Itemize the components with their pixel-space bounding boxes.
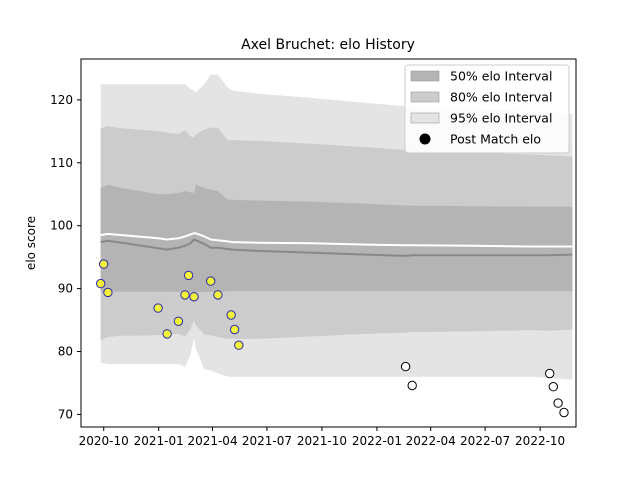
- post-match-elo-point: [180, 290, 190, 300]
- chart-title: Axel Bruchet: elo History: [241, 37, 415, 53]
- post-match-elo-point: [153, 303, 163, 313]
- legend: 50% elo Interval 80% elo Interval 95% elo …: [404, 64, 570, 154]
- post-match-elo-point: [234, 340, 244, 350]
- post-match-elo-point: [226, 310, 236, 320]
- legend-marker: [419, 133, 431, 145]
- post-match-elo-point: [103, 287, 113, 298]
- legend-swatch: [410, 112, 440, 124]
- y-tick-label: 100: [50, 219, 73, 233]
- legend-label: Post Match elo: [450, 132, 541, 147]
- legend-swatch: [410, 91, 440, 103]
- legend-label: 95% elo Interval: [450, 111, 552, 126]
- post-match-elo-point: [229, 324, 240, 335]
- post-match-elo-point: [189, 292, 199, 302]
- x-tick-label: 2021-04: [187, 434, 237, 448]
- axes: 2020-10 2021-01 2021-04 2021-07 2021-10 2022-…: [50, 58, 577, 448]
- y-tick-label: 70: [58, 407, 73, 421]
- legend-label: 80% elo Interval: [450, 90, 552, 105]
- legend-box: [404, 64, 570, 154]
- y-tick-label: 110: [50, 156, 73, 170]
- post-match-elo-point: [545, 368, 555, 379]
- y-tick-label: 80: [58, 345, 73, 359]
- post-match-elo-point: [173, 316, 184, 326]
- post-match-elo-point: [559, 407, 569, 418]
- post-match-elo-point: [96, 278, 106, 289]
- post-match-elo-point: [553, 398, 563, 408]
- plot-frame: [80, 58, 577, 428]
- band-50: [100, 184, 573, 293]
- x-tick-label: 2020-10: [79, 434, 129, 448]
- x-tick-label: 2021-01: [134, 434, 184, 448]
- post-match-elo-point: [407, 380, 417, 391]
- legend-label: 50% elo Interval: [450, 69, 552, 84]
- y-tick-label: 120: [50, 93, 73, 107]
- x-tick-label: 2022-01: [352, 434, 402, 448]
- mean-elo-line: [100, 232, 573, 248]
- x-tick-label: 2021-10: [297, 434, 347, 448]
- x-tick-label: 2022-10: [515, 434, 565, 448]
- post-match-elo-point: [162, 329, 172, 339]
- legend-swatch: [410, 70, 440, 82]
- post-match-elo-point: [99, 259, 109, 269]
- post-match-elo-point: [548, 382, 558, 392]
- x-tick-label: 2022-04: [406, 434, 456, 448]
- x-tick-label: 2022-07: [460, 434, 510, 448]
- x-tick-label: 2021-07: [242, 434, 292, 448]
- post-match-elo-point: [183, 270, 194, 281]
- post-match-elo-point: [213, 290, 223, 300]
- post-match-elo-point: [400, 361, 411, 372]
- median-elo-line: [100, 238, 573, 257]
- y-tick-label: 90: [58, 282, 73, 296]
- post-match-elo-point: [206, 276, 216, 286]
- y-axis-label: elo score: [24, 216, 38, 270]
